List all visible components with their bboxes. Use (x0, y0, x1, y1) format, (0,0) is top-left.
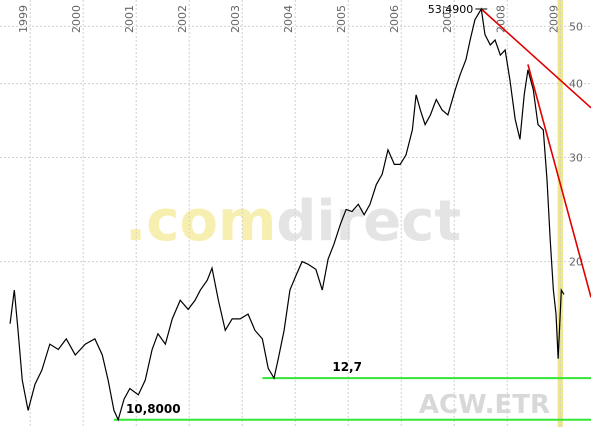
trend-line (480, 8, 591, 109)
x-tick-label: 2006 (388, 5, 401, 33)
support-label: 12,7 (332, 360, 362, 374)
watermark-part: .com (125, 189, 276, 254)
y-tick-label: 20 (569, 256, 583, 269)
x-tick-label: 2005 (335, 5, 348, 33)
series-watermark: ACW.ETR (419, 390, 550, 420)
watermark: .comdirect (125, 189, 461, 254)
x-tick-label: 2000 (70, 5, 83, 33)
x-tick-label: 2002 (176, 5, 189, 33)
x-tick-label: 2003 (229, 5, 242, 33)
y-tick-label: 40 (569, 78, 583, 91)
x-tick-label: 2004 (282, 5, 295, 33)
trend-line (527, 64, 591, 298)
price-line (9, 7, 565, 422)
x-tick-label: 2001 (123, 5, 136, 33)
x-tick-label: 2008 (494, 5, 507, 33)
support-label: 10,8000 (126, 402, 181, 416)
y-tick-label: 50 (569, 20, 583, 33)
x-tick-label: 2009 (547, 5, 560, 33)
x-tick-label: 1999 (17, 5, 30, 33)
peak-label: 53,4900 (428, 3, 474, 16)
watermark-part: direct (276, 189, 461, 254)
y-tick-label: 30 (569, 151, 583, 164)
